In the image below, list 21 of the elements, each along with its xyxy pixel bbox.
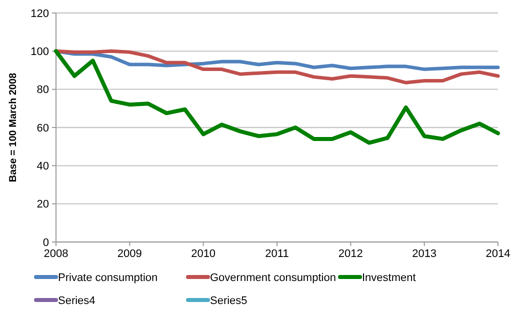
y-tick-label: 120 [30, 8, 49, 20]
legend-label: Series5 [210, 294, 248, 307]
y-tick-label: 100 [30, 46, 49, 58]
x-tick-label: 2010 [191, 248, 216, 260]
x-tick-label: 2011 [265, 248, 289, 260]
y-tick-label: 80 [36, 84, 49, 96]
x-tick-label: 2013 [412, 248, 437, 260]
x-tick-label: 2014 [486, 248, 510, 260]
x-tick-label: 2012 [338, 248, 363, 260]
y-tick-label: 20 [36, 198, 49, 211]
y-tick-label: 60 [36, 122, 49, 134]
legend-label: Investment [362, 272, 416, 284]
legend-label: Government consumption [210, 272, 336, 284]
y-tick-label: 40 [36, 160, 49, 173]
x-tick-label: 2009 [117, 248, 142, 260]
legend-label: Private consumption [58, 272, 158, 284]
x-tick-label: 2008 [44, 248, 68, 260]
y-axis-title: Base = 100 March 2008 [8, 72, 19, 182]
legend-label: Series4 [58, 294, 96, 307]
line-series [54, 49, 500, 145]
y-tick-label: 0 [42, 236, 49, 249]
